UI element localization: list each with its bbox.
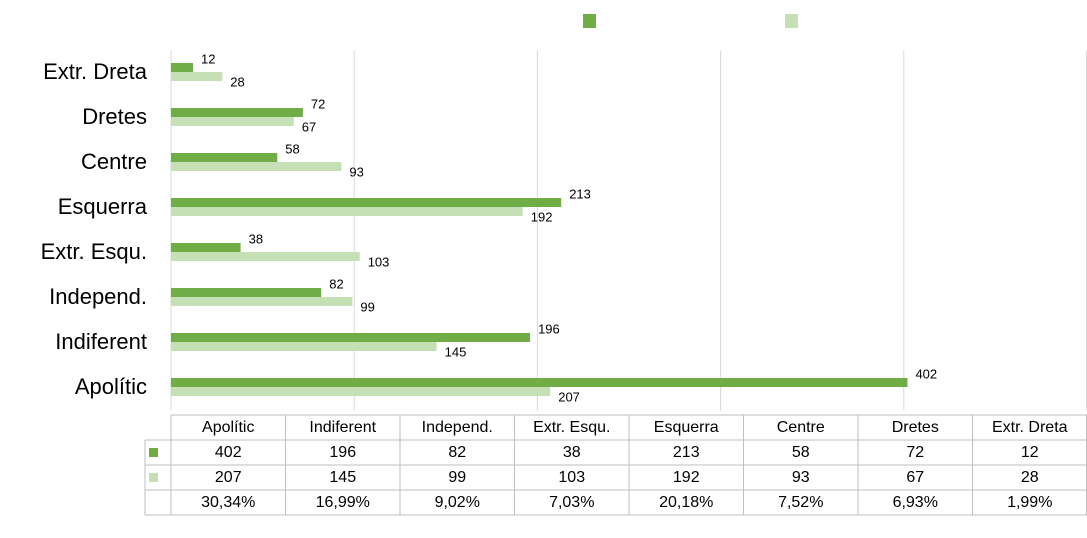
table-cell: 6,93% <box>893 494 938 511</box>
y-tick-label: Centre <box>81 149 147 174</box>
bar <box>171 72 223 81</box>
table-cell: 20,18% <box>659 494 713 511</box>
bar <box>171 243 241 252</box>
table-header: Apolític <box>202 419 254 436</box>
data-label: 12 <box>201 51 215 66</box>
table-cell: 402 <box>215 444 242 461</box>
y-tick-label: Extr. Esqu. <box>41 239 147 264</box>
bar <box>171 117 294 126</box>
data-label: 99 <box>360 299 374 314</box>
table-cell: 1,99% <box>1007 494 1052 511</box>
data-label: 145 <box>445 344 467 359</box>
y-tick-label: Esquerra <box>58 194 148 219</box>
data-label: 196 <box>538 321 560 336</box>
data-label: 93 <box>349 164 363 179</box>
data-label: 72 <box>311 96 325 111</box>
table-header: Indiferent <box>309 419 376 436</box>
bar <box>171 387 551 396</box>
table-cell: 192 <box>673 469 700 486</box>
data-label: 402 <box>915 366 937 381</box>
table-header: Dretes <box>892 419 939 436</box>
table-cell: 58 <box>792 444 810 461</box>
table-legend-key <box>149 448 158 457</box>
bar <box>171 153 278 162</box>
table-cell: 30,34% <box>201 494 255 511</box>
table-cell: 9,02% <box>435 494 480 511</box>
table-cell: 7,03% <box>549 494 594 511</box>
data-label: 38 <box>249 231 263 246</box>
data-label: 192 <box>531 209 553 224</box>
y-tick-label: Indiferent <box>55 329 147 354</box>
bar <box>171 207 523 216</box>
bar <box>171 162 342 171</box>
bar <box>171 333 531 342</box>
data-label: 58 <box>285 141 299 156</box>
table-cell: 145 <box>329 469 356 486</box>
data-label: 67 <box>302 119 316 134</box>
legend-swatch <box>583 14 596 28</box>
data-label: 28 <box>230 74 244 89</box>
table-header: Esquerra <box>654 419 719 436</box>
bar <box>171 378 908 387</box>
table-cell: 12 <box>1021 444 1039 461</box>
data-label: 103 <box>368 254 390 269</box>
legend-swatch <box>785 14 798 28</box>
table-header: Centre <box>777 419 825 436</box>
table-header: Independ. <box>422 419 493 436</box>
table-cell: 7,52% <box>778 494 823 511</box>
bar <box>171 108 303 117</box>
table-cell: 82 <box>448 444 466 461</box>
bar <box>171 342 437 351</box>
table-cell: 93 <box>792 469 810 486</box>
y-tick-label: Independ. <box>49 284 147 309</box>
table-cell: 103 <box>558 469 585 486</box>
data-label: 213 <box>569 186 591 201</box>
y-tick-label: Dretes <box>82 104 147 129</box>
table-header: Extr. Esqu. <box>533 419 610 436</box>
table-cell: 16,99% <box>316 494 370 511</box>
bar <box>171 63 193 72</box>
table-cell: 28 <box>1021 469 1039 486</box>
y-tick-label: Extr. Dreta <box>43 59 148 84</box>
table-cell: 99 <box>448 469 466 486</box>
table-cell: 207 <box>215 469 242 486</box>
table-cell: 67 <box>906 469 924 486</box>
table-header: Extr. Dreta <box>992 419 1068 436</box>
table-cell: 38 <box>563 444 581 461</box>
bar <box>171 297 353 306</box>
bar <box>171 252 360 261</box>
data-label: 82 <box>329 276 343 291</box>
table-cell: 213 <box>673 444 700 461</box>
y-tick-label: Apolític <box>75 374 147 399</box>
table-legend-key <box>149 473 158 482</box>
bar <box>171 288 322 297</box>
bar <box>171 198 562 207</box>
table-cell: 196 <box>329 444 356 461</box>
table-cell: 72 <box>906 444 924 461</box>
data-label: 207 <box>558 389 580 404</box>
